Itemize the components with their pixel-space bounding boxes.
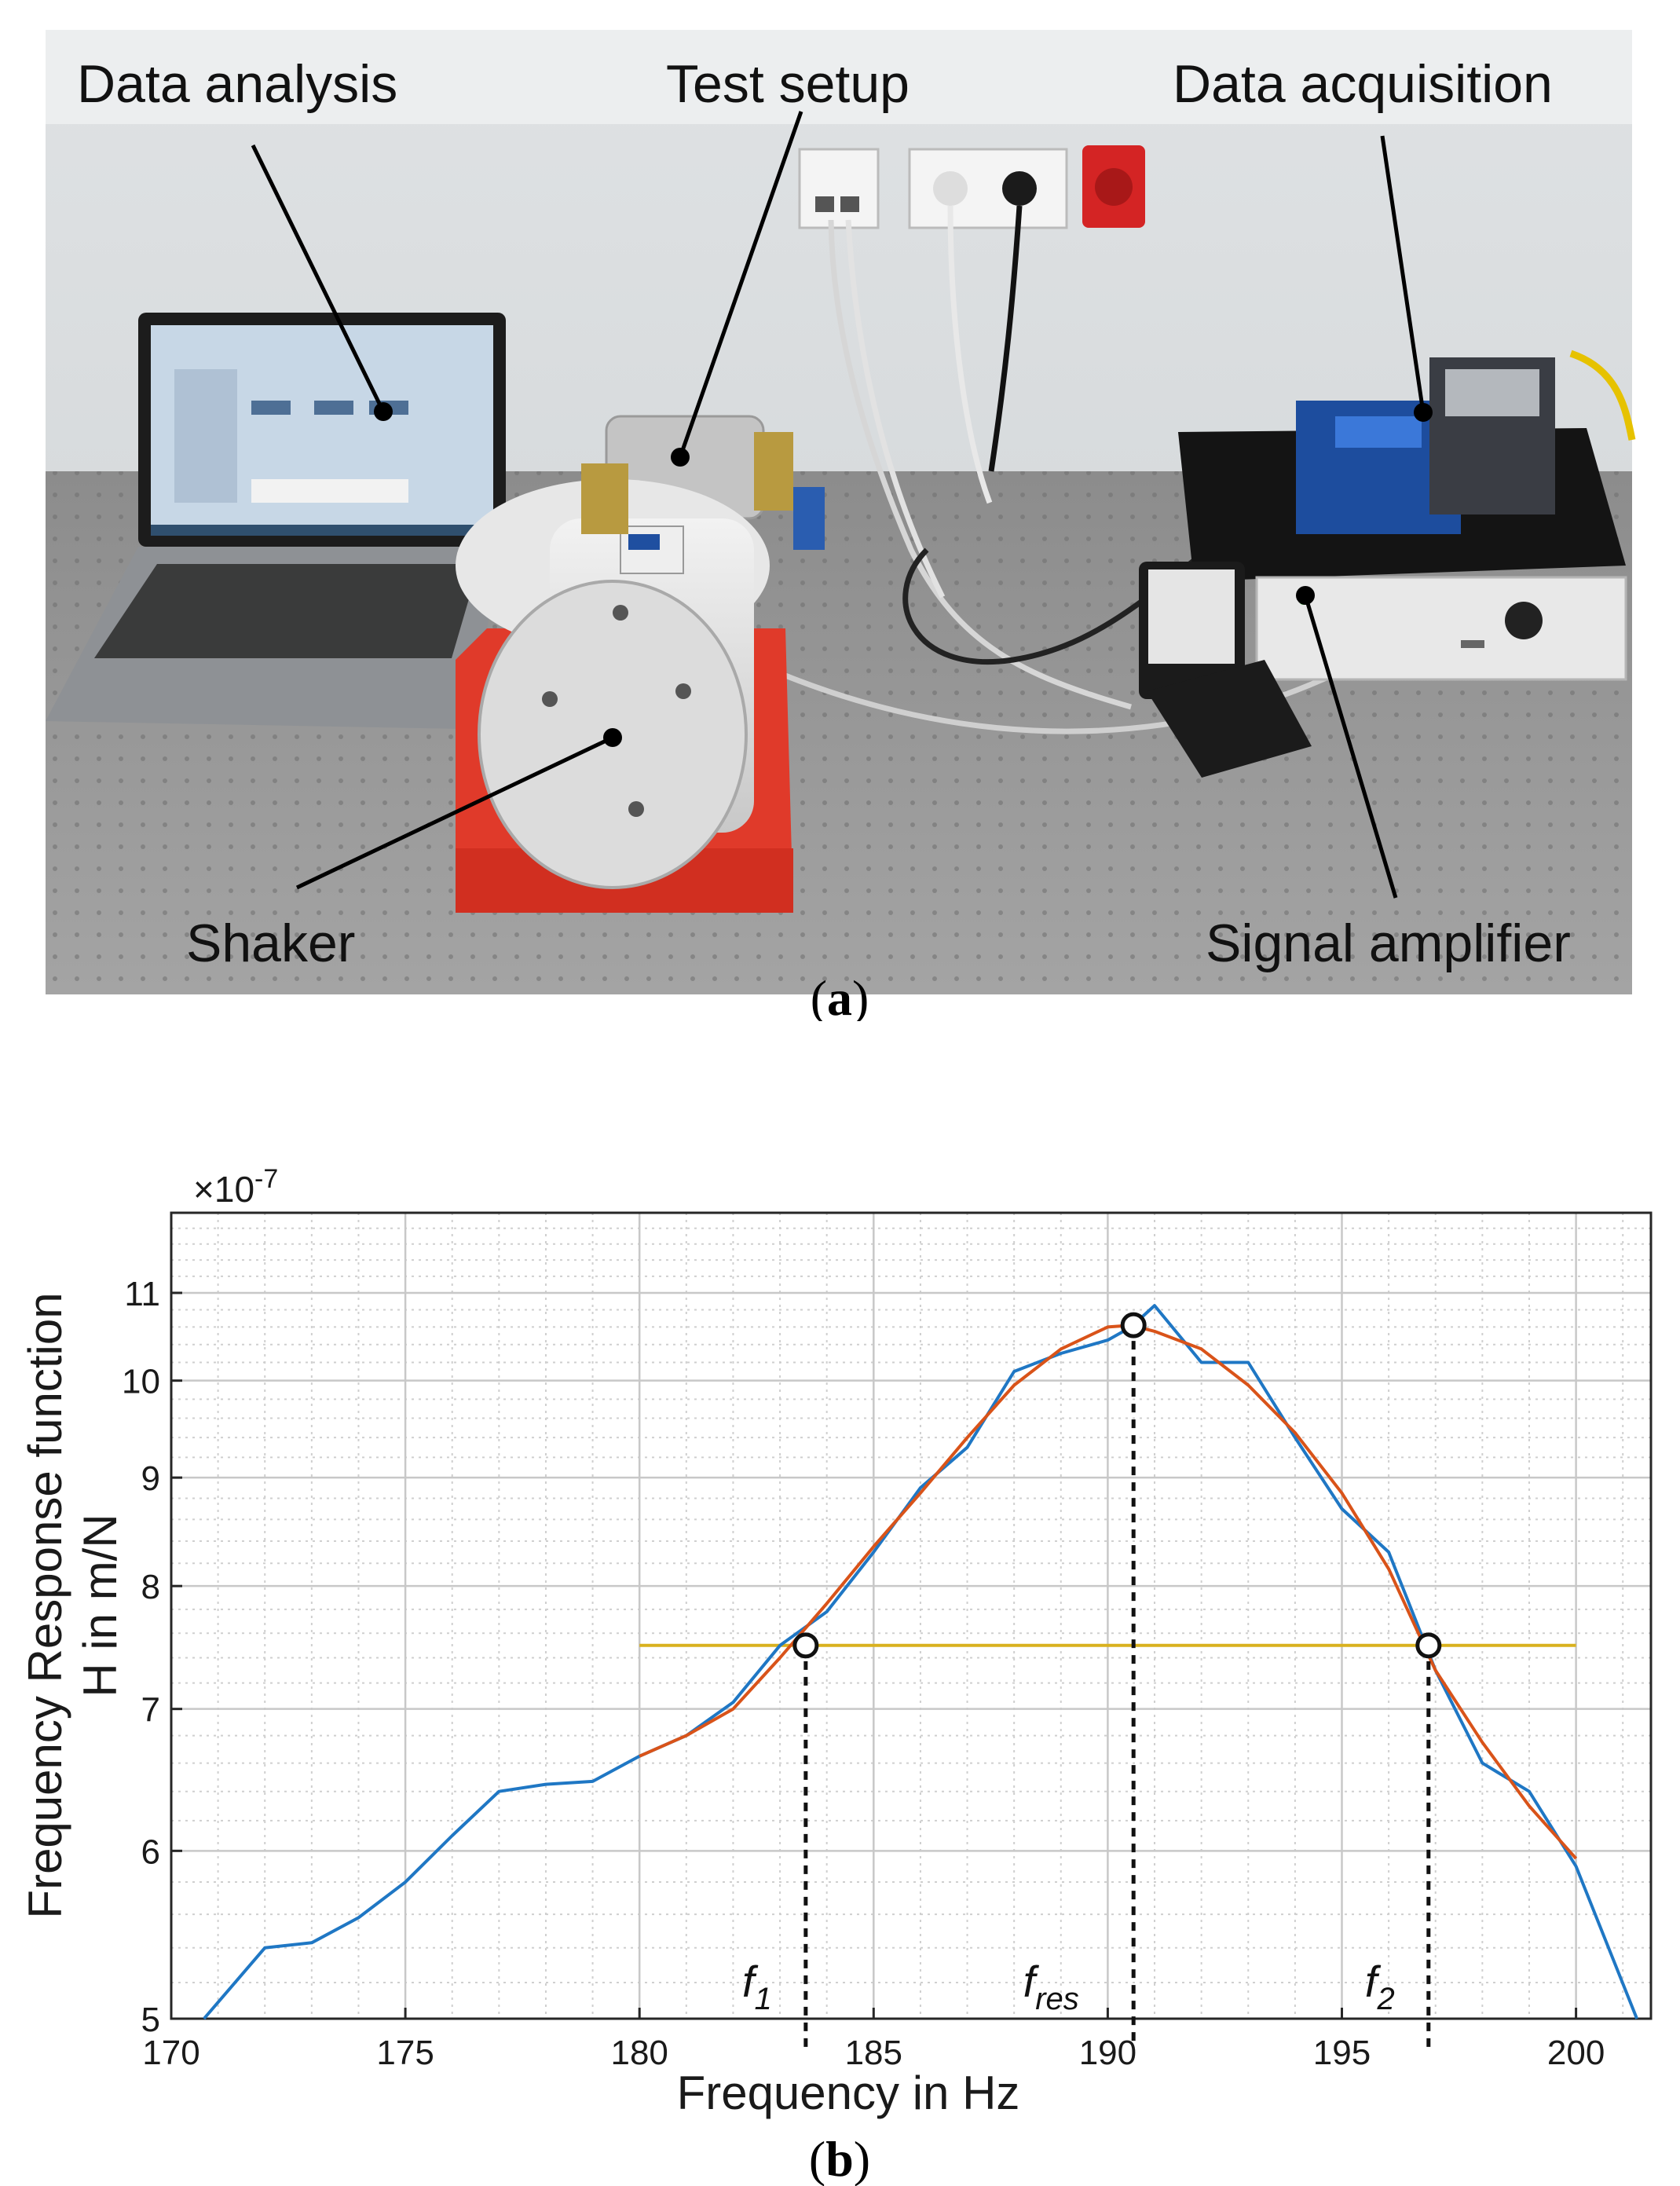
marker-label: f1 (742, 1957, 772, 2016)
x-tick-label: 180 (610, 2034, 668, 2072)
x-axis-label: Frequency in Hz (677, 2067, 1020, 2119)
x-tick-label: 170 (142, 2034, 199, 2072)
label-test-setup: Test setup (666, 54, 910, 114)
marker-point (792, 1632, 819, 1659)
plot-frame (170, 1211, 1653, 2020)
y-tick-label: 10 (122, 1363, 160, 1401)
marker-label: f2 (1365, 1957, 1395, 2016)
label-shaker: Shaker (186, 914, 355, 973)
y-tick-label: 9 (141, 1459, 160, 1498)
tick-labels: 170 175 180 185 190 195 200 5 6 7 8 9 10 11 (122, 1275, 1605, 2072)
caption-b: (b) (809, 2131, 870, 2186)
wall-sockets (798, 145, 1145, 229)
x-tick-label: 185 (845, 2034, 902, 2072)
data-acquisition-device (1296, 357, 1555, 534)
y-tick-label: 11 (124, 1275, 160, 1313)
y-exponent-label: ×10-7 (193, 1164, 278, 1210)
shaker-device (456, 463, 793, 913)
x-tick-label: 175 (376, 2034, 434, 2072)
y-tick-label: 8 (141, 1568, 160, 1606)
y-tick-label: 5 (141, 2001, 160, 2039)
y-axis-label-line2: H in m/N (74, 1514, 126, 1697)
x-tick-label: 200 (1547, 2034, 1605, 2072)
annotation-leaders (251, 111, 1433, 899)
marker-point (1415, 1632, 1442, 1659)
y-axis-label-line1: Frequency Response function (19, 1292, 71, 1918)
x-tick-label: 190 (1079, 2034, 1136, 2072)
y-tick-label: 6 (141, 1833, 160, 1871)
frf-chart: f1 fres f2 170 175 180 185 190 195 200567891011 … (19, 1164, 1653, 2186)
laptop (46, 313, 506, 729)
marker-label: fres (1023, 1957, 1079, 2016)
series-fit-line (639, 1324, 1578, 1860)
label-data-analysis: Data analysis (77, 54, 397, 114)
marker-layer: f1 fres f2 (742, 1312, 1442, 2047)
hand-held-device (1139, 562, 1312, 778)
caption-a: (a) (811, 970, 869, 1021)
label-data-acquisition: Data acquisition (1173, 54, 1553, 114)
marker-point (1120, 1312, 1147, 1338)
y-tick-label: 7 (141, 1691, 160, 1730)
label-signal-amplifier: Signal amplifier (1206, 914, 1571, 973)
lab-photo (46, 30, 1636, 994)
x-tick-label: 195 (1313, 2034, 1371, 2072)
photo-panel: Data analysis Test setup Data acquisitio… (46, 30, 1636, 1021)
